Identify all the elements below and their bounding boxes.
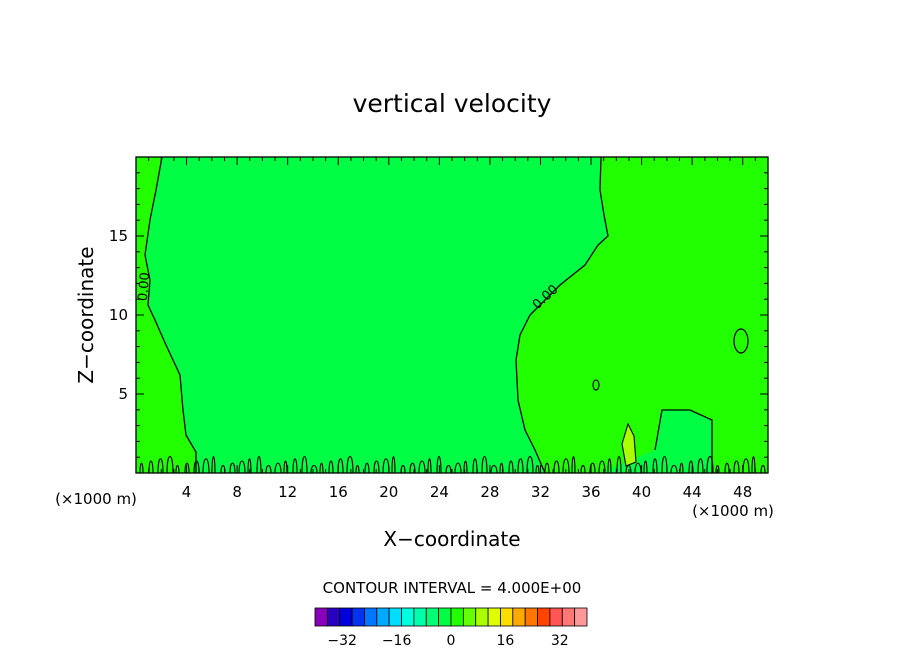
x-tick-label: 44	[683, 483, 702, 501]
contour-cell-36	[592, 379, 600, 391]
x-tick-label: 16	[329, 483, 348, 501]
x-axis-label: X−coordinate	[383, 527, 520, 551]
zero-contour-left	[144, 156, 197, 473]
colorbar-swatch	[450, 607, 464, 627]
colorbar-swatch	[326, 607, 341, 627]
x-tick-label: 20	[379, 483, 398, 501]
colorbar-swatch	[364, 607, 378, 627]
colorbar-swatch	[413, 607, 427, 627]
x-tick-label: 32	[531, 483, 550, 501]
colorbar: −32 −16 0 16 32	[314, 607, 588, 649]
colorbar-swatch	[351, 607, 365, 627]
colorbar-swatch	[438, 607, 452, 627]
colorbar-swatch	[500, 607, 514, 627]
x-tick-label: 8	[232, 483, 242, 501]
x-unit-left: (×1000 m)	[55, 490, 137, 508]
zero-contour-right	[515, 156, 609, 474]
colorbar-swatch	[537, 607, 551, 627]
contour-interval: CONTOUR INTERVAL = 4.000E+00	[323, 579, 582, 597]
x-tick-label: 36	[581, 483, 600, 501]
colorbar-tick-label: −32	[327, 633, 357, 649]
x-axis: 4 8 12 16 20 24 28 32 36 40 44 48	[148, 157, 756, 501]
y-tick-label: 15	[109, 227, 128, 245]
y-axis-label: Z−coordinate	[74, 246, 98, 383]
colorbar-swatch	[512, 607, 526, 627]
field-positive-right	[516, 157, 768, 473]
x-tick-label: 40	[632, 483, 651, 501]
colorbar-tick-label: 16	[496, 633, 514, 649]
colorbar-swatch	[549, 607, 563, 627]
x-tick-label: 12	[278, 483, 297, 501]
colorbar-swatch	[561, 607, 576, 627]
contour-strong-cell	[621, 422, 637, 467]
x-tick-label: 4	[182, 483, 192, 501]
colorbar-swatch	[314, 607, 328, 627]
colorbar-swatch	[401, 607, 415, 627]
colorbar-swatch	[524, 607, 538, 627]
x-tick-label: 28	[480, 483, 499, 501]
plot-area: 0.00 0.00	[135, 156, 769, 474]
colorbar-swatch	[574, 607, 588, 627]
x-unit-right: (×1000 m)	[692, 502, 774, 520]
x-tick-label: 24	[430, 483, 449, 501]
y-tick-label: 5	[118, 385, 128, 403]
colorbar-swatch	[376, 607, 390, 627]
colorbar-tick-label: −16	[382, 633, 412, 649]
y-axis: 5 10 15	[109, 172, 768, 458]
field-strong-positive	[622, 424, 636, 466]
x-tick-label: 48	[733, 483, 752, 501]
colorbar-swatch	[425, 607, 440, 627]
y-tick-label: 10	[109, 306, 128, 324]
colorbar-tick-label: 0	[447, 633, 456, 649]
contour-label-left: 0.00	[136, 272, 153, 302]
colorbar-swatch	[462, 607, 477, 627]
contour-surface-wiggles	[139, 455, 766, 474]
chart-title: vertical velocity	[353, 89, 552, 118]
colorbar-swatch	[475, 607, 489, 627]
contour-cell-44	[733, 328, 749, 354]
colorbar-swatch	[339, 607, 353, 627]
contour-high-plateau	[654, 409, 713, 473]
colorbar-swatch	[487, 607, 501, 627]
colorbar-tick-label: 32	[551, 633, 569, 649]
colorbar-swatch	[388, 607, 402, 627]
